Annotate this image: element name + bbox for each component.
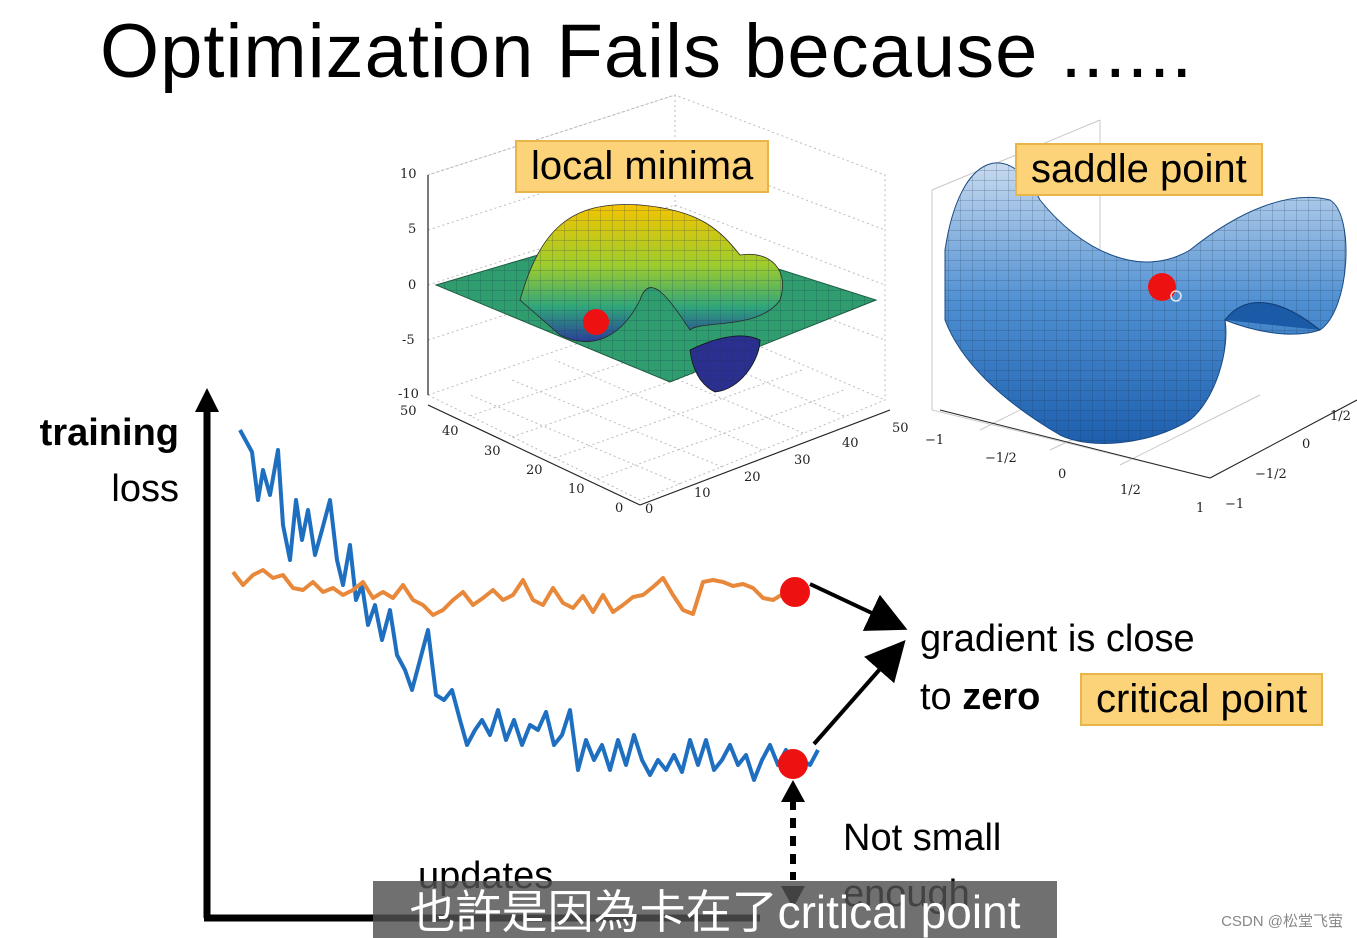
saddle-y-tick: 0	[1302, 437, 1310, 452]
critical-point-label: critical point	[1080, 673, 1324, 726]
x-tick: 10	[694, 486, 711, 501]
x-tick: 20	[744, 470, 761, 485]
gradient-text: gradient is close to zero	[920, 610, 1195, 726]
gradient-zero: zero	[962, 676, 1041, 718]
z-tick: -5	[402, 333, 415, 348]
saddle-x-tick: −1	[925, 433, 944, 448]
blue-loss-curve	[238, 429, 820, 782]
saddle-point-dot	[1148, 273, 1176, 301]
orange-loss-curve	[231, 568, 794, 617]
y-tick: 30	[484, 444, 501, 459]
critical-dot-orange	[780, 577, 810, 607]
saddle-y-tick: −1/2	[1255, 467, 1287, 482]
saddle-y-tick: 1/2	[1330, 409, 1351, 424]
gradient-line-1: gradient is close	[920, 618, 1195, 660]
saddle-x-tick: 1/2	[1120, 483, 1141, 498]
z-tick: 0	[408, 278, 416, 293]
x-tick: 0	[645, 502, 653, 517]
critical-dot-blue	[778, 749, 808, 779]
saddle-y-tick: −1	[1225, 497, 1244, 512]
saddle-point-plot: −1 −1/2 0 1/2 1 −1 −1/2 0 1/2	[925, 119, 1357, 516]
saddle-x-tick: 0	[1058, 467, 1066, 482]
gradient-prefix: to	[920, 676, 963, 718]
y-tick: 0	[615, 501, 623, 516]
not-small-line-1: Not small	[843, 817, 1002, 859]
z-tick: -10	[398, 387, 419, 402]
saddle-point-label: saddle point	[1015, 143, 1263, 196]
local-minima-label: local minima	[515, 140, 770, 193]
gradient-line-2: to zero	[920, 668, 1195, 726]
arrow-to-gradient-text	[809, 582, 908, 631]
y-tick: 10	[568, 482, 585, 497]
video-subtitle: 也許是因為卡在了critical point	[373, 881, 1057, 938]
y-axis-label-bold: training	[39, 412, 179, 454]
y-tick: 50	[400, 404, 417, 419]
y-tick: 40	[442, 424, 459, 439]
y-axis-label-text: loss	[111, 468, 179, 510]
local-minima-plot: 10 5 0 -5 -10 50 40 30 20 10 0 0 10 20 3…	[398, 94, 909, 517]
local-minimum-dot	[583, 309, 609, 335]
watermark: CSDN @松堂飞萤	[1221, 913, 1343, 930]
saddle-x-tick: −1/2	[985, 451, 1017, 466]
y-axis-label: training loss	[40, 405, 179, 517]
saddle-x-tick: 1	[1196, 501, 1204, 516]
z-tick: 10	[400, 167, 417, 182]
x-tick: 30	[794, 453, 811, 468]
x-tick: 40	[842, 436, 859, 451]
z-tick: 5	[408, 222, 416, 237]
arrow-to-gradient-text	[812, 639, 906, 746]
slide-title: Optimization Fails because ......	[100, 9, 1194, 94]
x-tick: 50	[892, 421, 909, 436]
y-tick: 20	[526, 463, 543, 478]
